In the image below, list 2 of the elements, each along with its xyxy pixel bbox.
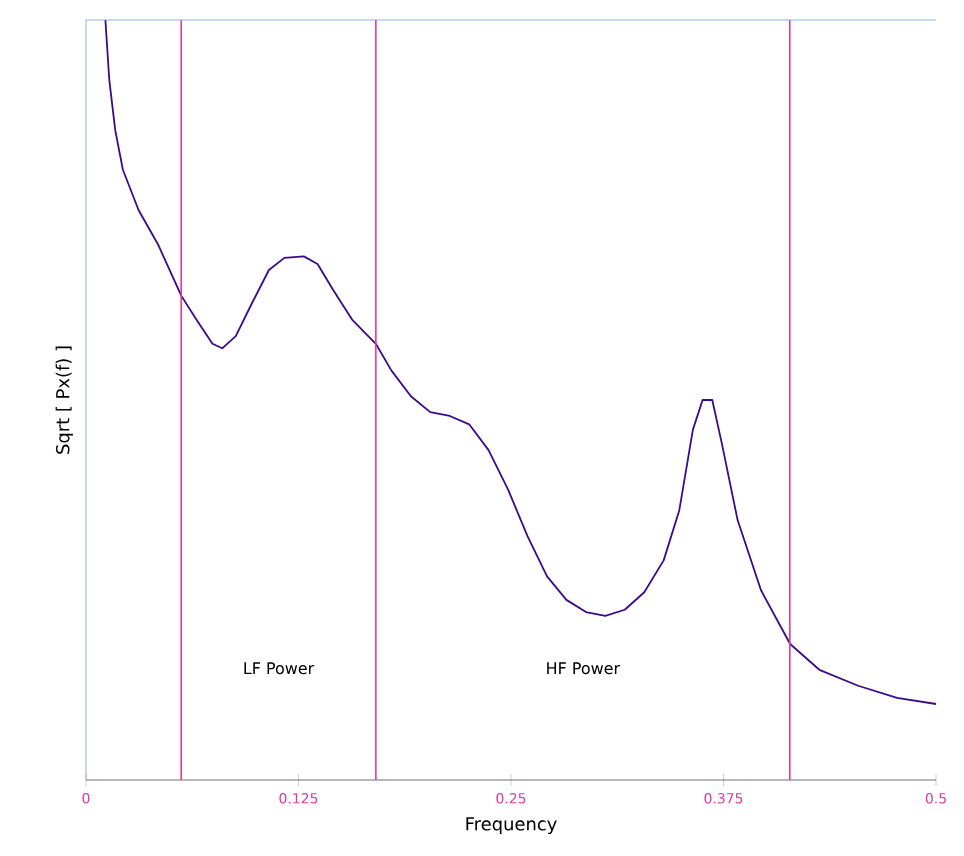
y-axis-title: Sqrt [ Px(f) ] <box>55 346 73 454</box>
x-axis-title: Frequency <box>466 817 557 835</box>
